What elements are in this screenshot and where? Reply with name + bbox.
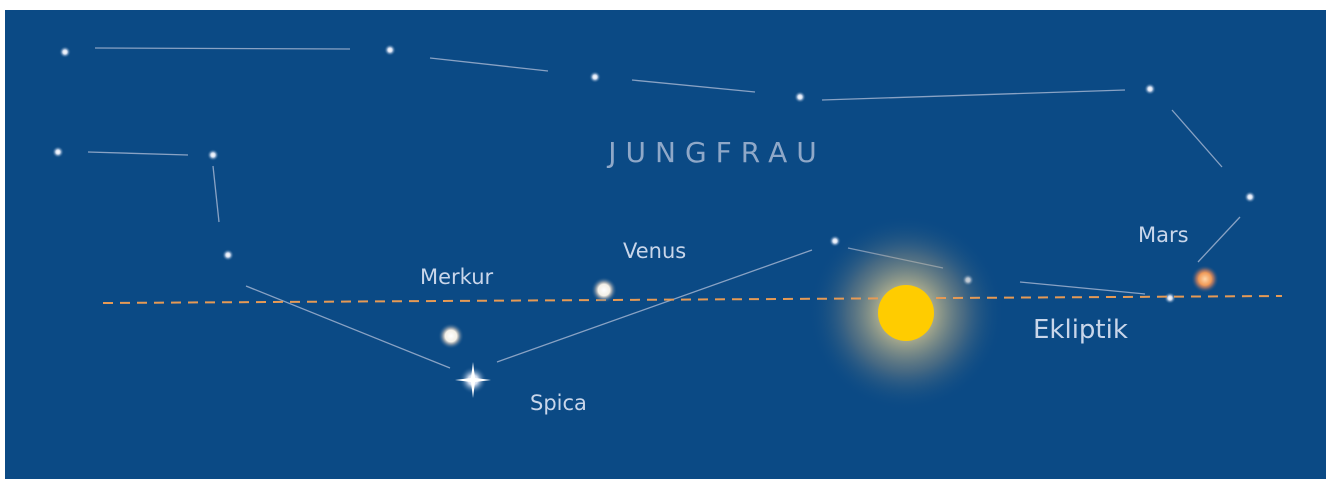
star (59, 46, 71, 58)
star (52, 146, 64, 158)
star-map: JUNGFRAU Merkur Venus Mars Spica Eklipti… (0, 0, 1331, 485)
star (222, 249, 234, 261)
ecliptic-label: Ekliptik (1033, 315, 1128, 345)
mars (1191, 265, 1219, 293)
mercury-label: Merkur (420, 265, 493, 289)
star (207, 149, 219, 161)
star (384, 44, 396, 56)
star (794, 91, 806, 103)
star (589, 71, 601, 83)
star (1144, 83, 1156, 95)
sun (878, 285, 934, 341)
mars-label: Mars (1138, 223, 1189, 247)
venus (591, 277, 617, 303)
mercury (438, 323, 464, 349)
venus-label: Venus (623, 239, 686, 263)
star (1164, 292, 1176, 304)
star (1244, 191, 1256, 203)
constellation-name: JUNGFRAU (606, 136, 825, 169)
spica-label: Spica (530, 391, 587, 415)
